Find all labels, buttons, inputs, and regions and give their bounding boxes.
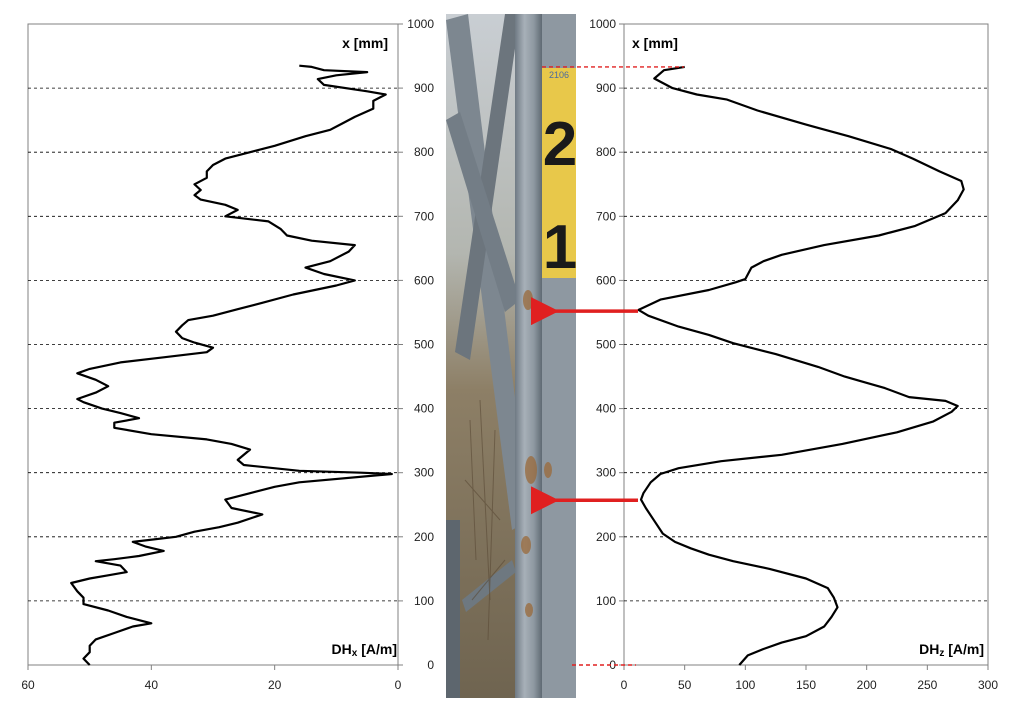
right-y-ticks: 0 100 200 300 400 500 600 700 800 900 1000 <box>589 17 624 672</box>
y-tick-label: 0 <box>609 658 616 672</box>
y-tick-label: 1000 <box>589 17 616 31</box>
brace-diagonal <box>455 14 520 360</box>
y-tick-label: 800 <box>414 145 434 159</box>
y-tick-label: 400 <box>414 402 434 416</box>
post-numeral-2: 2 <box>543 110 577 179</box>
y-tick-label: 500 <box>596 338 616 352</box>
y-tick-label: 700 <box>596 209 616 223</box>
y-tick-label: 200 <box>414 530 434 544</box>
x-tick-label: 20 <box>268 678 282 692</box>
y-tick-label: 600 <box>596 273 616 287</box>
right-series-line <box>637 65 965 666</box>
post-small-text: 2106 <box>549 70 569 80</box>
y-tick-label: 800 <box>596 145 616 159</box>
x-tick-label: 150 <box>796 678 816 692</box>
brace-diagonal <box>446 520 460 698</box>
annotations <box>531 66 684 666</box>
right-x-axis-label: DHz [A/m] <box>919 641 984 659</box>
y-tick-label: 1000 <box>407 17 434 31</box>
x-tick-label: 250 <box>917 678 937 692</box>
steel-post <box>515 14 542 698</box>
vegetation <box>464 399 506 641</box>
left-series-line <box>70 64 393 666</box>
x-tick-label: 100 <box>735 678 755 692</box>
post-numeral-1: 1 <box>543 213 577 282</box>
y-tick-label: 400 <box>596 402 616 416</box>
x-tick-label: 50 <box>678 678 692 692</box>
y-tick-label: 300 <box>414 466 434 480</box>
y-tick-label: 700 <box>414 209 434 223</box>
right-chart: 0 50 100 150 200 250 300 0 100 200 300 400 500 600 70… <box>589 17 998 692</box>
left-y-ticks: 0 100 200 300 400 500 600 700 800 900 1000 <box>398 17 434 672</box>
left-x-ticks: 60 40 20 0 <box>21 665 402 692</box>
y-tick-label: 500 <box>414 338 434 352</box>
y-tick-label: 600 <box>414 273 434 287</box>
x-tick-label: 60 <box>21 678 35 692</box>
left-x-axis-label: DHx [A/m] <box>332 641 397 659</box>
y-tick-label: 900 <box>596 81 616 95</box>
tower-photo: 2106 2 1 <box>446 14 577 698</box>
number-plate <box>542 68 576 278</box>
y-tick-label: 100 <box>596 594 616 608</box>
x-tick-label: 200 <box>857 678 877 692</box>
brace-diagonal <box>446 112 520 312</box>
y-tick-label: 100 <box>414 594 434 608</box>
x-tick-label: 0 <box>621 678 628 692</box>
x-tick-label: 40 <box>145 678 159 692</box>
left-chart: 60 40 20 0 01002003004005006007008009001000… <box>21 17 434 692</box>
y-tick-label: 900 <box>414 81 434 95</box>
left-y-axis-label: x [mm] <box>342 35 388 51</box>
y-tick-label: 300 <box>596 466 616 480</box>
rust-spots <box>521 290 552 617</box>
x-tick-label: 300 <box>978 678 998 692</box>
right-gridlines <box>624 87 988 602</box>
y-tick-label: 200 <box>596 530 616 544</box>
right-x-ticks: 0 50 100 150 200 250 300 <box>621 665 998 692</box>
x-tick-label: 0 <box>395 678 402 692</box>
y-tick-label: 0 <box>427 658 434 672</box>
right-y-axis-label: x [mm] <box>632 35 678 51</box>
